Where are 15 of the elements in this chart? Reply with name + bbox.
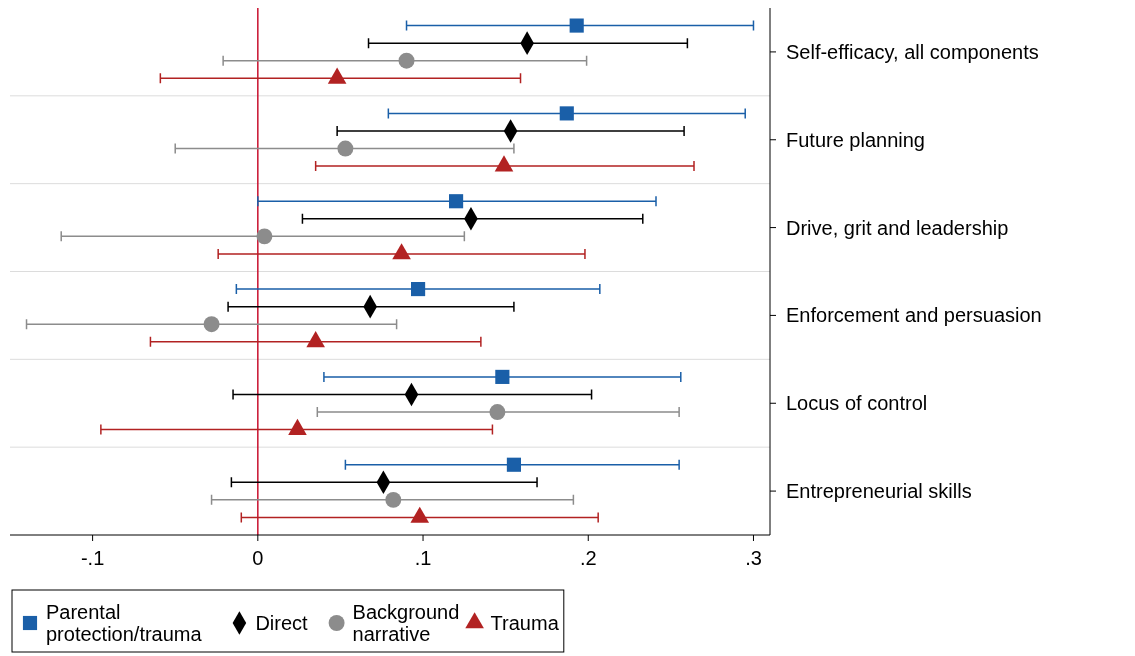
legend-label: Parental protection/trauma xyxy=(46,601,203,645)
x-tick-label: .2 xyxy=(579,547,597,569)
y-tick-label: Locus of control xyxy=(786,392,928,415)
legend-label: Background narrative xyxy=(352,601,460,645)
y-tick-label: Enforcement and persuasion xyxy=(786,304,1042,327)
y-tick-label: Drive, grit and leadership xyxy=(786,216,1009,239)
y-tick-label: Self-efficacy, all components xyxy=(786,40,1039,63)
x-tick-label: -.1 xyxy=(80,547,105,569)
legend-label: Trauma xyxy=(490,612,560,634)
y-tick-label: Future planning xyxy=(786,128,925,151)
x-tick-label: 0 xyxy=(252,547,264,569)
x-tick-label: .1 xyxy=(414,547,432,569)
legend-label: Direct xyxy=(255,612,309,634)
x-tick-label: .3 xyxy=(745,547,762,569)
y-tick-label: Entrepreneurial skills xyxy=(786,480,972,503)
